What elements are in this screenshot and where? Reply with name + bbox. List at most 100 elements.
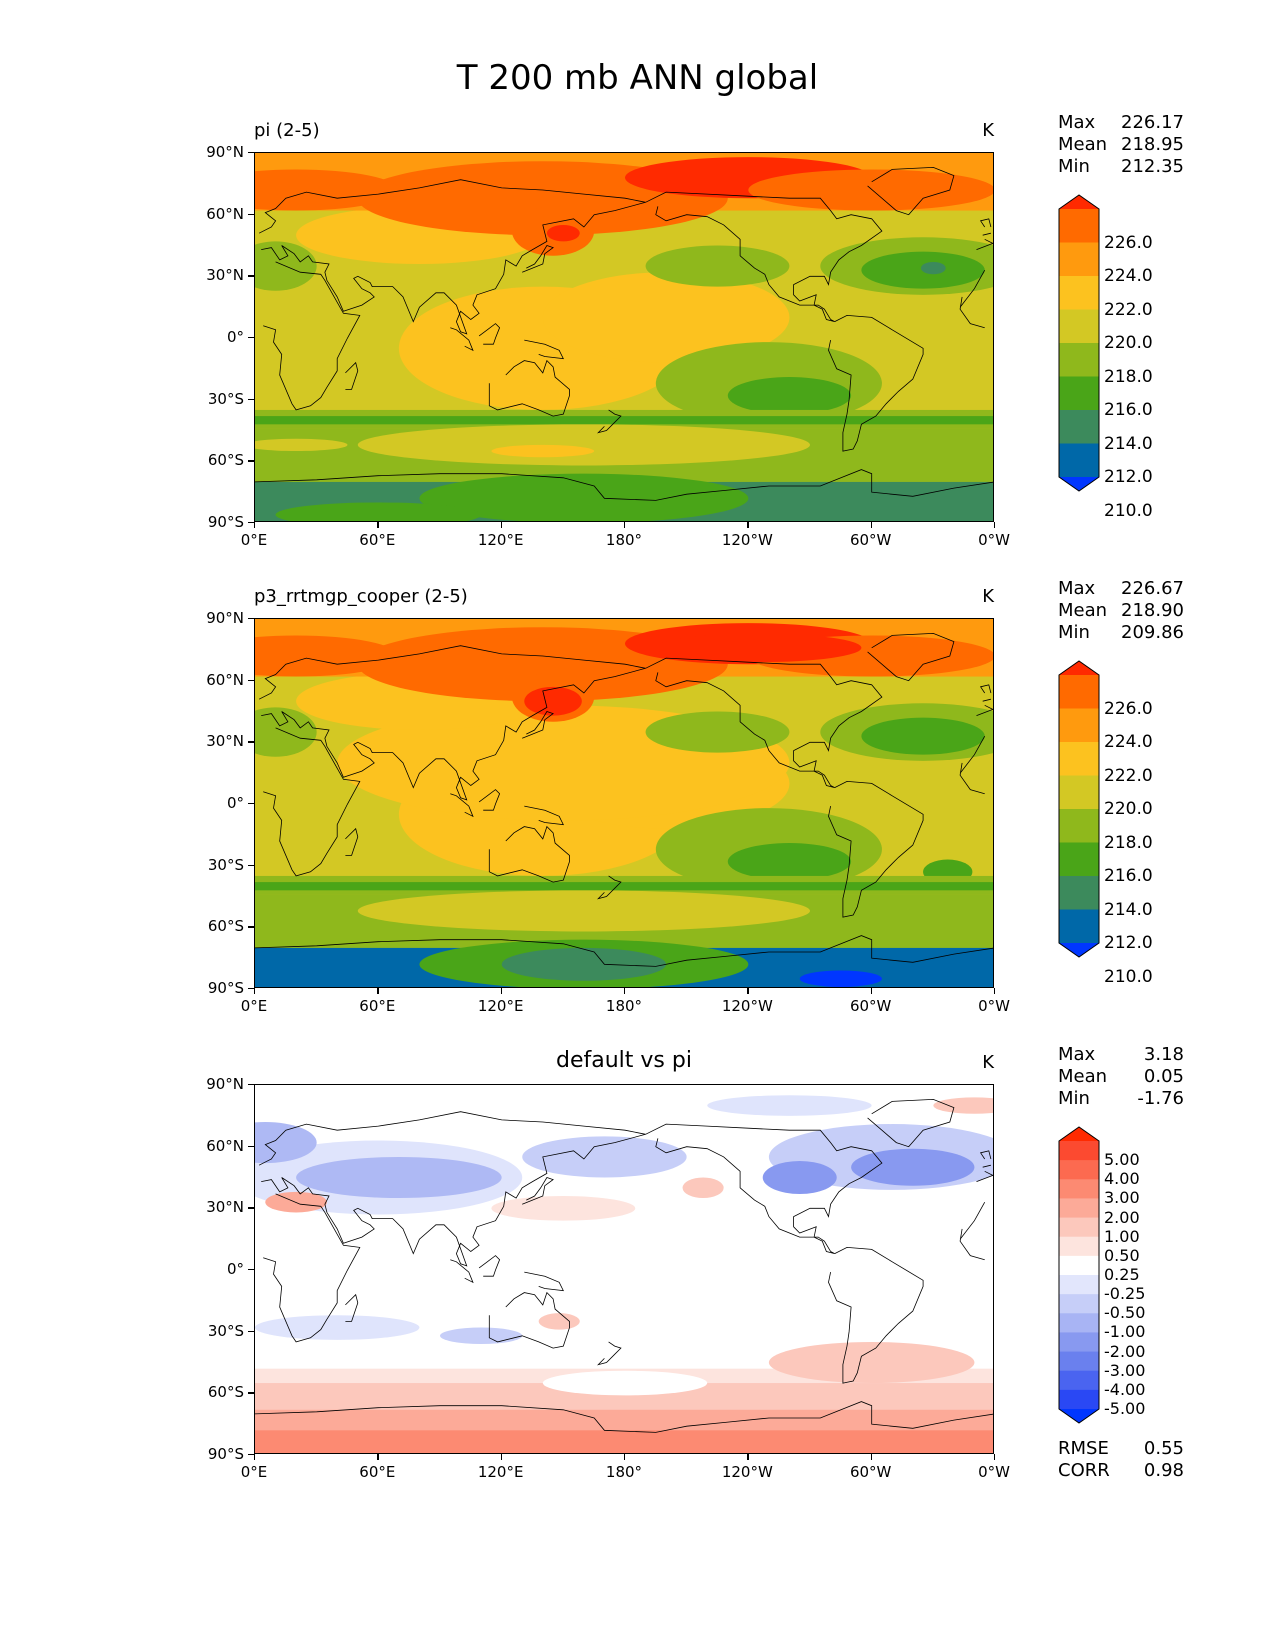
panel-3-title: default vs pi [556, 1048, 692, 1073]
panel-2-xtick-mark [747, 988, 749, 994]
coastline-uk [979, 218, 992, 236]
field-sepac-cooler [727, 843, 852, 881]
panel-2-ytick-label: 0° [226, 794, 244, 812]
colorbar-segment [1059, 1389, 1099, 1410]
panel-2-ytick-label: 60°N [206, 670, 244, 689]
panel-3-ytick-mark [248, 1207, 254, 1209]
coastline-madagascar [345, 827, 359, 856]
field-spac-pos [768, 1341, 975, 1384]
panel-1-coastlines [255, 166, 993, 501]
panel-2-xtick-label: 180° [605, 997, 643, 1015]
panel-3-colorbar-label: -2.00 [1104, 1341, 1146, 1361]
coastline-australia [488, 1291, 570, 1349]
colorbar-segment [1059, 1370, 1099, 1391]
colorbar-extend-bottom [1059, 477, 1099, 491]
coastline-madagascar [345, 361, 359, 390]
panel-2-xtick-mark [254, 988, 256, 994]
colorbar-extend-top [1059, 661, 1099, 675]
panel-1-ytick-label: 30°S [207, 389, 244, 408]
panel-1-ytick-mark [248, 337, 254, 339]
coastline-antarctica [255, 469, 993, 501]
coastline-namerica [645, 657, 883, 788]
panel-1-colorbar-label: 222.0 [1104, 299, 1153, 320]
coastline-greenland [867, 632, 955, 682]
panel-3-colorbar-label: -5.00 [1104, 1399, 1146, 1418]
panel-3-diff-stats: RMSE 0.55 CORR 0.98 [1058, 1438, 1184, 1482]
colorbar-segment [1059, 842, 1099, 877]
panel-1-colorbar-label: 212.0 [1104, 467, 1153, 487]
panel-2-colorbar-label: 214.0 [1104, 899, 1153, 920]
panel-1-ytick-label: 60°N [206, 204, 244, 223]
panel-3-ytick-label: 90°S [207, 1445, 244, 1463]
field-pacific-cool [645, 245, 790, 287]
panel-2-ytick-mark [248, 988, 254, 990]
field-atlantic-neg [851, 1148, 975, 1186]
field-southern-warm [357, 424, 810, 466]
panel-3-xtick-label: 60°W [849, 1463, 892, 1481]
panel-2-colorbar-label: 210.0 [1104, 966, 1153, 987]
colorbar-segment [1059, 1198, 1099, 1219]
colorbar-extend-bottom [1059, 1409, 1099, 1423]
panel-3-unit: K [982, 1052, 994, 1073]
panel-1-stats: Max 226.17 Mean 218.95 Min 212.35 [1058, 112, 1184, 178]
field-nwpac-pos [491, 1196, 636, 1221]
panel-1-stat-min: Min 212.35 [1058, 156, 1184, 178]
coastline-eurasia [258, 645, 993, 801]
panel-1-ytick-mark [248, 152, 254, 154]
coastline-newguinea [524, 339, 564, 360]
colorbar-segment [1059, 1313, 1099, 1333]
panel-2-ytick-label: 60°S [207, 917, 244, 936]
field-europe-neg [255, 1122, 317, 1164]
panel-3-xtick-mark [377, 1454, 379, 1460]
coastline-africa [263, 1193, 986, 1343]
panel-3-colorbar-label: -0.50 [1104, 1303, 1146, 1323]
panel-3-xtick-label: 180° [605, 1463, 643, 1481]
field-npac-pos [682, 1177, 724, 1199]
coastline-newguinea [524, 1271, 564, 1292]
coastline-africa [263, 261, 986, 411]
colorbar-segment [1059, 209, 1099, 243]
coastline-nz [597, 875, 622, 900]
panel-3-coastlines [255, 1098, 993, 1433]
colorbar-segment [1059, 410, 1099, 444]
stat-label: CORR [1058, 1460, 1110, 1481]
panel-1-stat-max: Max 226.17 [1058, 112, 1184, 134]
stat-label: Max [1058, 1044, 1096, 1065]
stat-value: 0.55 [1143, 1438, 1184, 1459]
panel-1-ytick-mark [248, 275, 254, 277]
panel-2-colorbar-label: 216.0 [1104, 866, 1153, 886]
colorbar-extend-bottom [1059, 943, 1099, 957]
panel-1-title: pi (2-5) [254, 120, 320, 141]
coastline-namerica [645, 191, 883, 322]
colorbar-outline [1058, 194, 1100, 492]
colorbar-extend-top [1059, 195, 1099, 209]
panel-1-xtick-label: 180° [605, 531, 643, 549]
colorbar-segment [1059, 242, 1099, 277]
panel-2-ytick-mark [248, 803, 254, 805]
panel-2-xtick-mark [500, 988, 502, 994]
panel-3-colorbar-label: -1.00 [1104, 1322, 1146, 1342]
coastline-greenland [867, 1098, 955, 1148]
panel-3-ytick-mark [248, 1145, 254, 1147]
colorbar-segment [1059, 1275, 1099, 1295]
panel-2-stats: Max 226.67 Mean 218.90 Min 209.86 [1058, 578, 1184, 644]
colorbar-segment [1059, 1294, 1099, 1314]
field-pacific-neg [522, 1136, 687, 1178]
panel-1-colorbar [1058, 194, 1100, 492]
panel-2-ytick-mark [248, 741, 254, 743]
field-antarctic-min [799, 970, 882, 987]
colorbar-segment [1059, 1351, 1099, 1372]
panel-1-contour-field [255, 153, 993, 521]
panel-1-colorbar-label: 214.0 [1104, 433, 1153, 454]
field-atlantic-min [921, 261, 946, 275]
stat-label: Min [1058, 1088, 1090, 1109]
panel-3-xtick-label: 0°W [978, 1463, 1010, 1481]
field-southern-warm-2 [491, 444, 595, 458]
stat-value: 212.35 [1121, 156, 1184, 177]
panel-1-xtick-label: 60°E [359, 531, 396, 549]
panel-2-ytick-label: 90°N [206, 609, 244, 627]
panel-3-colorbar-label: 1.00 [1104, 1226, 1140, 1246]
panel-3-xtick-mark [747, 1454, 749, 1460]
panel-2-coastlines [255, 632, 993, 967]
panel-1-xtick-mark [624, 522, 626, 528]
